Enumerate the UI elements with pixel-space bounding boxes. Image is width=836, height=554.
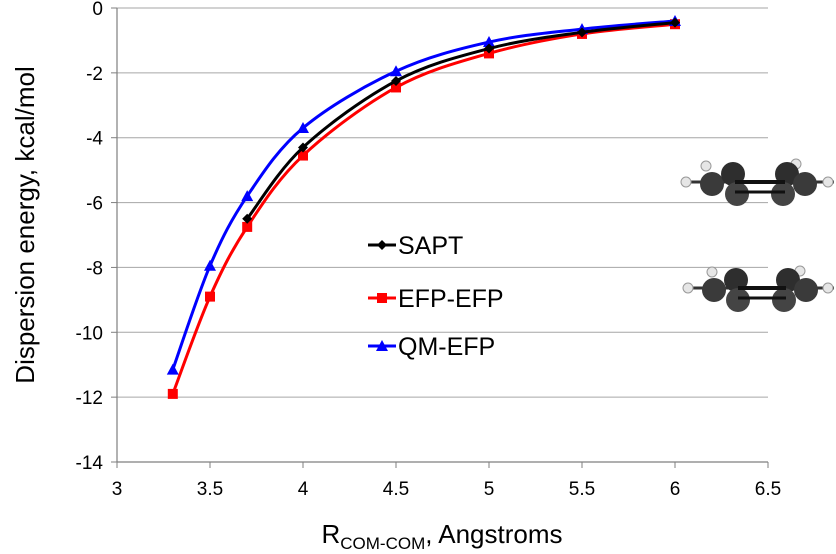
legend-qm-efp-marker	[376, 340, 388, 351]
x-tick-label-3: 4.5	[383, 479, 409, 500]
data-point-sapt-4	[577, 27, 587, 38]
x-tick-label-6: 6	[670, 479, 681, 500]
series-line-sapt	[246, 21, 676, 220]
data-point-sapt-0	[242, 213, 253, 224]
legend-sapt-label: SAPT	[398, 232, 463, 260]
data-point-qm-efp-5	[483, 36, 495, 48]
x-tick-label-4: 5	[484, 479, 495, 500]
benzene-top-icon	[680, 158, 834, 206]
data-point-qm-efp-3	[297, 121, 309, 133]
series-layer	[166, 14, 681, 399]
data-point-efp-efp-0	[167, 388, 178, 399]
data-point-qm-efp-1	[204, 259, 216, 271]
data-point-sapt-5	[670, 17, 680, 28]
y-tick-label-0: 0	[92, 0, 103, 20]
data-point-qm-efp-4	[390, 65, 402, 77]
y-tick-label-5: -10	[76, 323, 103, 344]
y-axis-title: Dispersion energy, kcal/mol	[10, 66, 40, 383]
y-tick-label-1: -2	[86, 64, 103, 85]
data-point-sapt-3	[484, 43, 494, 54]
benzene-bottom-icon	[682, 265, 834, 312]
x-axis-title-main: R	[321, 519, 340, 549]
x-tick-label-7: 6.5	[755, 479, 781, 500]
legend-efp-efp-label: EFP-EFP	[398, 285, 504, 313]
x-axis-title-subscript: COM-COM	[340, 534, 425, 553]
data-point-qm-efp-0	[166, 363, 179, 375]
data-point-sapt-2	[391, 75, 401, 86]
x-tick-label-5: 5.5	[569, 479, 595, 500]
axis-layer: 0 -2 -4 -6 -8 -10 -12 -14 3 3.5 4 4.5 5 5.5 6 6.5	[76, 0, 782, 500]
data-point-efp-efp-2	[242, 221, 253, 232]
legend-efp-efp-marker	[377, 293, 387, 303]
y-tick-label-3: -6	[86, 194, 103, 215]
legend: SAPT EFP-EFP QM-EFP	[368, 232, 504, 361]
y-tick-label-7: -14	[76, 453, 104, 474]
legend-sapt-marker	[377, 240, 387, 250]
benzene-dimer-molecule-icon	[680, 158, 834, 312]
y-tick-label-6: -12	[76, 388, 103, 409]
data-point-efp-efp-1	[205, 291, 215, 302]
x-tick-label-2: 4	[298, 479, 309, 500]
x-axis-title: RCOM-COM, Angstroms	[321, 519, 562, 553]
data-point-efp-efp-4	[391, 82, 401, 93]
series-sapt	[242, 17, 680, 224]
x-tick-label-1: 3.5	[197, 479, 223, 500]
x-tick-label-0: 3	[112, 479, 123, 500]
y-tick-label-4: -8	[86, 258, 103, 279]
y-tick-label-2: -4	[86, 129, 103, 150]
data-point-qm-efp-2	[241, 190, 254, 202]
data-point-sapt-1	[298, 142, 308, 153]
x-axis-title-suffix: , Angstroms	[425, 519, 562, 549]
legend-qm-efp-label: QM-EFP	[398, 333, 495, 361]
data-point-efp-efp-3	[298, 150, 308, 161]
